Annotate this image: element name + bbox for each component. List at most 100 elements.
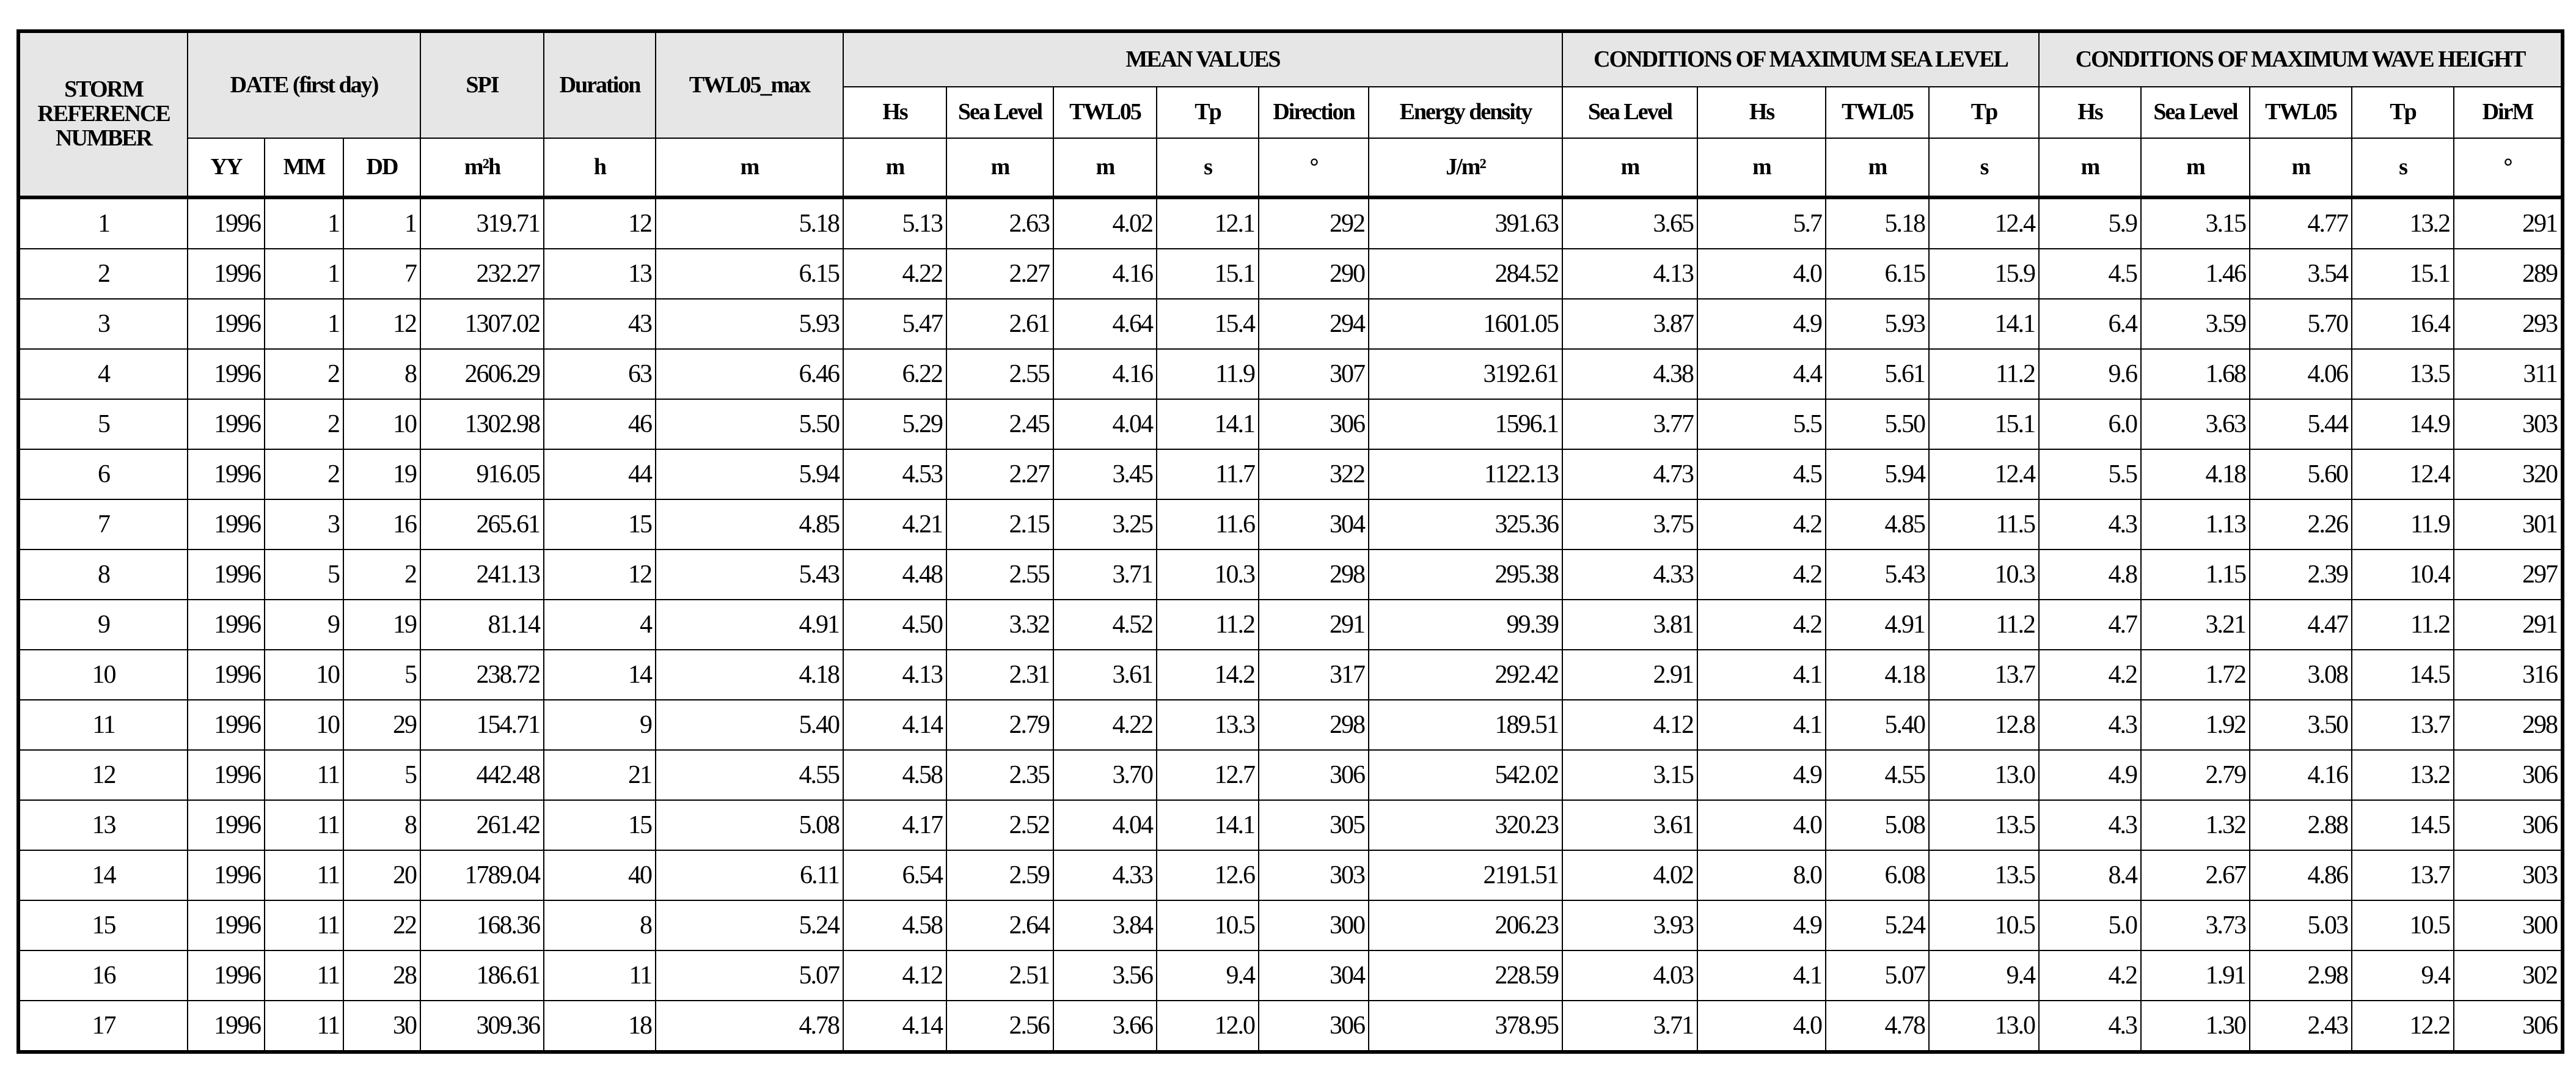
data-cell: 304 [1258, 499, 1369, 550]
data-cell: 261.42 [420, 800, 544, 851]
data-cell: 1996 [187, 900, 265, 951]
data-cell: 9.6 [2038, 348, 2142, 400]
header-row: STORM REFERENCE NUMBER DATE (first day) SP… [18, 31, 2563, 199]
data-cell: 16 [343, 499, 421, 550]
data-cell: 12 [343, 298, 421, 350]
data-cell: 4.86 [2249, 850, 2352, 901]
unit-cell: s [1928, 138, 2040, 199]
data-cell: 13.2 [2351, 749, 2454, 801]
data-cell: 317 [1258, 649, 1369, 700]
data-cell: 1996 [187, 298, 265, 350]
data-cell: 320 [2453, 449, 2563, 500]
data-cell: 5.40 [1825, 699, 1930, 751]
data-row: 2 1996 1 7 232.27 13 6.15 4.22 2.27 4.16 15.1 290 28… [18, 248, 2563, 300]
data-cell: 2.51 [946, 950, 1054, 1001]
data-cell: 8 [343, 348, 421, 400]
header-cell: CONDITIONS OF MAXIMUM SEA LEVEL [1562, 31, 2040, 87]
data-cell: 2.79 [2140, 749, 2250, 801]
data-cell: 18 [543, 1000, 656, 1053]
data-cell: 15 [543, 800, 656, 851]
data-cell: 289 [2453, 248, 2563, 300]
data-cell: 15.1 [1156, 248, 1259, 300]
data-cell: 189.51 [1368, 699, 1563, 751]
data-cell: 320.23 [1368, 800, 1563, 851]
data-cell: 2.27 [946, 248, 1054, 300]
data-cell: 4.8 [2038, 549, 2142, 600]
data-cell: 9 [264, 599, 344, 650]
data-cell: 7 [343, 248, 421, 300]
header-cell: STORM REFERENCE NUMBER [18, 31, 188, 199]
data-cell: 4.58 [843, 749, 947, 801]
header-cell: DirM [2453, 86, 2563, 139]
data-cell: 11.9 [1156, 348, 1259, 400]
data-cell: 14.5 [2351, 800, 2454, 851]
data-cell: 1996 [187, 499, 265, 550]
header-cell: TWL05_max [655, 31, 844, 139]
data-cell: 1996 [187, 950, 265, 1001]
data-cell: 4.2 [1697, 549, 1826, 600]
data-row: 15 1996 11 22 168.36 8 5.24 4.58 2.64 3.84 10.5 300… [18, 900, 2563, 951]
data-cell: 5.13 [843, 197, 947, 249]
header-cell: CONDITIONS OF MAXIMUM WAVE HEIGHT [2038, 31, 2563, 87]
unit-cell: MM [264, 138, 344, 199]
data-cell: 13.0 [1928, 749, 2040, 801]
data-cell: 4.16 [1053, 248, 1157, 300]
data-cell: 6.46 [655, 348, 844, 400]
data-cell: 4.16 [1053, 348, 1157, 400]
data-cell: 4.0 [1697, 1000, 1826, 1053]
data-cell: 16 [18, 950, 188, 1001]
data-cell: 1 [264, 197, 344, 249]
data-cell: 4.2 [1697, 499, 1826, 550]
data-cell: 2 [264, 399, 344, 450]
data-cell: 2.61 [946, 298, 1054, 350]
data-cell: 11.2 [1928, 599, 2040, 650]
data-cell: 1996 [187, 449, 265, 500]
unit-cell: m²h [420, 138, 544, 199]
data-cell: 19 [343, 599, 421, 650]
data-cell: 11 [264, 950, 344, 1001]
data-cell: 1996 [187, 248, 265, 300]
data-cell: 4.3 [2038, 1000, 2142, 1053]
unit-cell: s [1156, 138, 1259, 199]
header-cell: MEAN VALUES [843, 31, 1563, 87]
data-cell: 186.61 [420, 950, 544, 1001]
data-cell: 10 [264, 649, 344, 700]
data-cell: 3.87 [1562, 298, 1698, 350]
header-cell: Sea Level [2140, 86, 2250, 139]
data-cell: 292.42 [1368, 649, 1563, 700]
data-cell: 5.94 [1825, 449, 1930, 500]
data-cell: 9.4 [2351, 950, 2454, 1001]
data-cell: 2 [18, 248, 188, 300]
data-cell: 14.2 [1156, 649, 1259, 700]
data-cell: 5.07 [655, 950, 844, 1001]
data-cell: 12.0 [1156, 1000, 1259, 1053]
data-cell: 300 [1258, 900, 1369, 951]
data-cell: 15.1 [2351, 248, 2454, 300]
header-cell: Sea Level [946, 86, 1054, 139]
data-cell: 1.72 [2140, 649, 2250, 700]
data-cell: 291 [2453, 599, 2563, 650]
data-cell: 11 [264, 1000, 344, 1053]
data-cell: 4.77 [2249, 197, 2352, 249]
data-cell: 11.6 [1156, 499, 1259, 550]
data-cell: 10 [343, 399, 421, 450]
data-cell: 325.36 [1368, 499, 1563, 550]
data-cell: 5 [343, 649, 421, 700]
data-cell: 4.38 [1562, 348, 1698, 400]
data-cell: 5.03 [2249, 900, 2352, 951]
data-cell: 4.2 [1697, 599, 1826, 650]
data-cell: 4.33 [1053, 850, 1157, 901]
data-cell: 5.29 [843, 399, 947, 450]
data-row: 12 1996 11 5 442.48 21 4.55 4.58 2.35 3.70 12.7 306… [18, 749, 2563, 801]
data-cell: 12.6 [1156, 850, 1259, 901]
data-row: 8 1996 5 2 241.13 12 5.43 4.48 2.55 3.71 10.3 298 29… [18, 549, 2563, 600]
data-cell: 1996 [187, 1000, 265, 1053]
data-cell: 298 [1258, 699, 1369, 751]
data-cell: 5.93 [1825, 298, 1930, 350]
data-cell: 4.91 [1825, 599, 1930, 650]
data-cell: 3.08 [2249, 649, 2352, 700]
data-cell: 6.22 [843, 348, 947, 400]
data-cell: 4.50 [843, 599, 947, 650]
data-cell: 10.3 [1156, 549, 1259, 600]
data-cell: 4.16 [2249, 749, 2352, 801]
